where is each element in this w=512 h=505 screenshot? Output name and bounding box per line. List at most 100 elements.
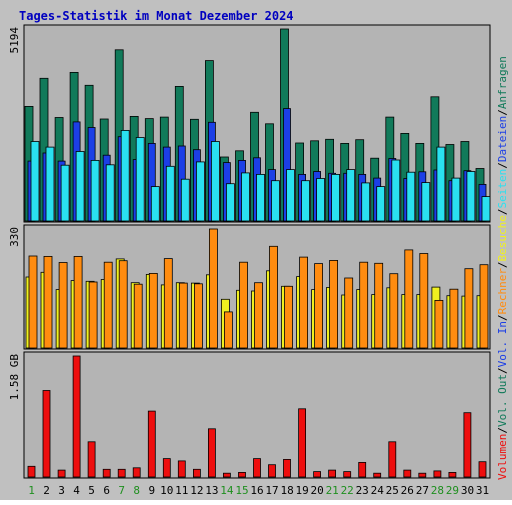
panel-volume: 1.58 GB [8, 351, 491, 479]
bar-rechner-day-31 [479, 264, 489, 349]
bar-volumen-day-30 [463, 412, 472, 478]
legend-separator: / [496, 314, 509, 321]
bar-seiten-day-29 [451, 177, 461, 222]
legend-item-in: Vol. In [496, 321, 509, 367]
legend-separator: / [496, 427, 509, 434]
bar-rechner-day-19 [299, 256, 309, 349]
bar-rechner-day-15 [239, 261, 248, 349]
x-tick-label-day-27: 27 [416, 484, 429, 497]
bar-rechner-day-11 [178, 282, 188, 349]
bar-volumen-day-24 [373, 472, 382, 478]
bar-volumen-day-28 [433, 470, 442, 478]
bar-seiten-day-23 [361, 182, 371, 222]
bar-volumen-day-7 [117, 468, 126, 478]
bar-volumen-day-29 [448, 471, 457, 478]
bar-volumen-day-13 [207, 428, 216, 478]
x-tick-label-day-28: 28 [431, 484, 444, 497]
bar-seiten-day-18 [286, 169, 295, 222]
bar-seiten-day-3 [60, 164, 70, 222]
plot-area-volume [23, 351, 491, 479]
bar-seiten-day-19 [301, 180, 311, 222]
x-axis: 1 2 3 4 5 6 7 8 9 10 11 12 13 14 15 16 17 18 19 20 21 22 23 24 2… [28, 484, 489, 497]
x-tick-label-day-24: 24 [371, 484, 385, 497]
bar-seiten-day-10 [165, 165, 175, 222]
x-tick-label-day-29: 29 [446, 484, 459, 497]
bar-rechner-day-22 [344, 277, 354, 349]
legend-separator: / [496, 367, 509, 374]
x-tick-label-day-22: 22 [341, 484, 354, 497]
bar-volumen-day-2 [42, 390, 51, 478]
bar-volumen-day-10 [162, 458, 171, 478]
bar-seiten-day-16 [256, 173, 265, 222]
bar-rechner-day-30 [464, 268, 474, 349]
bar-volumen-day-4 [72, 355, 81, 478]
bar-rechner-day-26 [404, 249, 414, 349]
bar-seiten-day-7 [120, 129, 130, 222]
bar-seiten-day-15 [241, 172, 250, 222]
bar-rechner-day-23 [359, 261, 369, 349]
bar-rechner-day-29 [449, 288, 459, 349]
bar-seiten-day-11 [180, 178, 190, 222]
max-label-hits: 5194 [8, 27, 21, 54]
panel-visits: 330 [8, 224, 491, 350]
bar-seiten-day-27 [421, 182, 431, 222]
chart-title: Tages-Statistik im Monat Dezember 2024 [19, 9, 294, 23]
x-tick-label-day-18: 18 [280, 484, 293, 497]
x-tick-label-day-31: 31 [476, 484, 489, 497]
right-legend: Volumen/Vol. Out/Vol. In/Rechner/Besuche… [496, 56, 509, 480]
bar-rechner-day-7 [118, 260, 128, 349]
bar-rechner-day-12 [193, 283, 203, 349]
bar-volumen-day-12 [192, 468, 201, 478]
bar-volumen-day-23 [358, 461, 367, 478]
bar-seiten-day-5 [90, 159, 100, 222]
legend-separator: / [496, 261, 509, 268]
bar-rechner-day-24 [374, 262, 384, 349]
bar-seiten-day-28 [436, 146, 446, 222]
x-tick-label-day-16: 16 [250, 484, 263, 497]
bar-seiten-day-20 [316, 178, 326, 222]
bar-rechner-day-8 [133, 283, 143, 349]
bar-volumen-day-11 [177, 460, 186, 478]
bar-seiten-day-12 [195, 161, 205, 222]
x-tick-label-day-17: 17 [265, 484, 278, 497]
bar-volumen-day-1 [27, 465, 36, 478]
bar-volumen-day-8 [132, 467, 141, 478]
bar-rechner-day-3 [58, 262, 68, 349]
x-tick-label-day-10: 10 [160, 484, 173, 497]
bar-seiten-day-17 [271, 180, 280, 222]
bar-rechner-day-4 [73, 255, 83, 349]
bar-volumen-day-5 [87, 441, 96, 478]
bar-rechner-day-16 [254, 282, 263, 349]
legend-separator: / [496, 208, 509, 215]
bar-volumen-day-21 [328, 469, 337, 478]
bar-rechner-day-25 [389, 273, 399, 349]
x-tick-label-day-1: 1 [28, 484, 35, 497]
bar-seiten-day-1 [30, 141, 40, 222]
x-tick-label-day-2: 2 [43, 484, 50, 497]
bar-volumen-day-26 [403, 469, 412, 478]
bar-volumen-day-18 [283, 458, 291, 478]
x-tick-label-day-13: 13 [205, 484, 218, 497]
bar-volumen-day-14 [222, 472, 231, 478]
bar-rechner-day-6 [103, 261, 113, 349]
x-tick-label-day-19: 19 [295, 484, 308, 497]
bar-rechner-day-13 [208, 228, 218, 349]
x-tick-label-day-4: 4 [73, 484, 80, 497]
bar-seiten-day-30 [466, 171, 476, 222]
bar-seiten-day-4 [75, 151, 85, 222]
bar-rechner-day-14 [223, 311, 233, 349]
x-tick-label-day-20: 20 [310, 484, 323, 497]
bar-rechner-day-20 [314, 263, 324, 349]
bar-seiten-day-2 [45, 146, 55, 222]
bar-volumen-day-22 [343, 471, 352, 478]
bar-volumen-day-15 [238, 471, 246, 478]
bar-seiten-day-21 [331, 173, 341, 222]
x-tick-label-day-21: 21 [326, 484, 339, 497]
legend-item-besuche: Besuche [496, 215, 509, 261]
legend-item-volumen: Volumen [496, 434, 509, 480]
x-tick-label-day-23: 23 [356, 484, 369, 497]
x-tick-label-day-11: 11 [175, 484, 188, 497]
bar-volumen-day-9 [147, 410, 156, 478]
x-tick-label-day-12: 12 [190, 484, 203, 497]
